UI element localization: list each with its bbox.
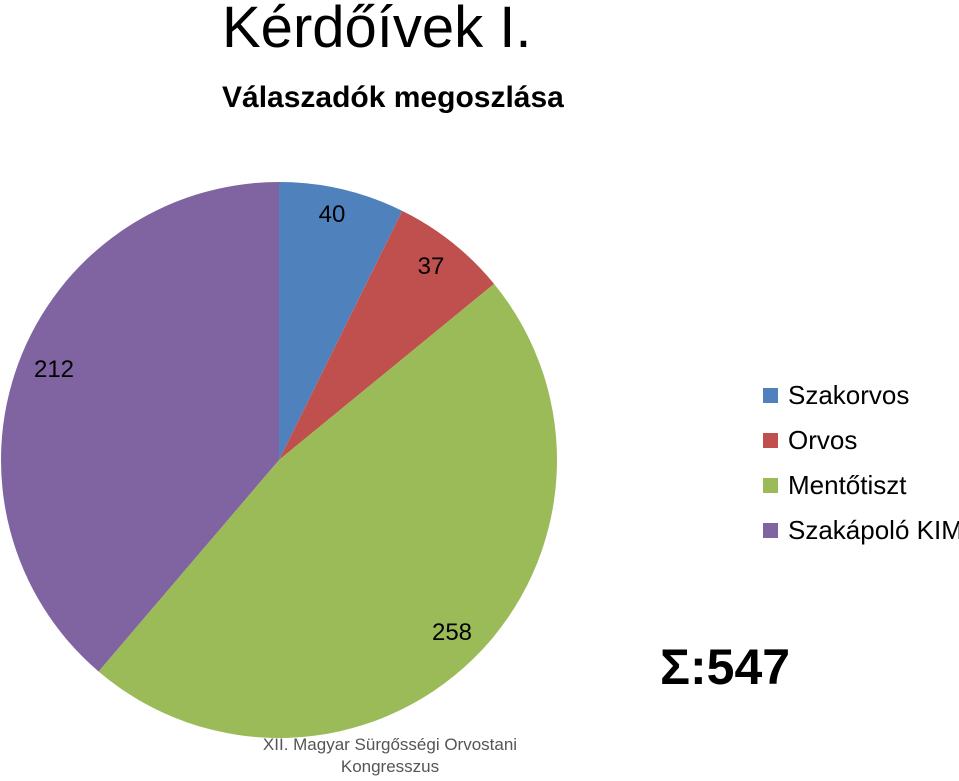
pie-data-label-1: 40 — [319, 201, 346, 228]
chart-subtitle: Válaszadók megoszlása — [222, 81, 564, 114]
legend-swatch — [763, 478, 778, 493]
legend-item-mentotiszt: Mentőtiszt — [763, 463, 959, 508]
legend-label: Szakápoló KIM — [788, 515, 959, 545]
pie-slice-4 — [0, 181, 279, 672]
pie-slice-3 — [98, 283, 557, 738]
total-label: Σ:547 — [660, 639, 791, 695]
legend-item-orvos: Orvos — [763, 418, 959, 463]
legend-item-szakapolo-kim: Szakápoló KIM — [763, 508, 959, 553]
legend-swatch — [763, 523, 778, 538]
slide-title: Kérdőívek I. — [222, 0, 532, 60]
legend-label: Mentőtiszt — [788, 470, 907, 500]
pie-slice-2 — [279, 210, 495, 460]
chart-legend: Szakorvos Orvos Mentőtiszt Szakápoló KIM — [763, 373, 959, 553]
pie-data-label-4: 212 — [34, 356, 74, 383]
legend-label: Szakorvos — [788, 380, 910, 410]
pie-data-label-3: 258 — [432, 619, 472, 646]
legend-swatch — [763, 433, 778, 448]
legend-item-szakorvos: Szakorvos — [763, 373, 959, 418]
legend-swatch — [763, 388, 778, 403]
legend-label: Orvos — [788, 425, 858, 455]
footer-text: XII. Magyar Sürgősségi Orvostani Kongres… — [262, 735, 518, 776]
pie-slice-1 — [279, 182, 403, 460]
pie-data-label-2: 37 — [418, 253, 445, 280]
